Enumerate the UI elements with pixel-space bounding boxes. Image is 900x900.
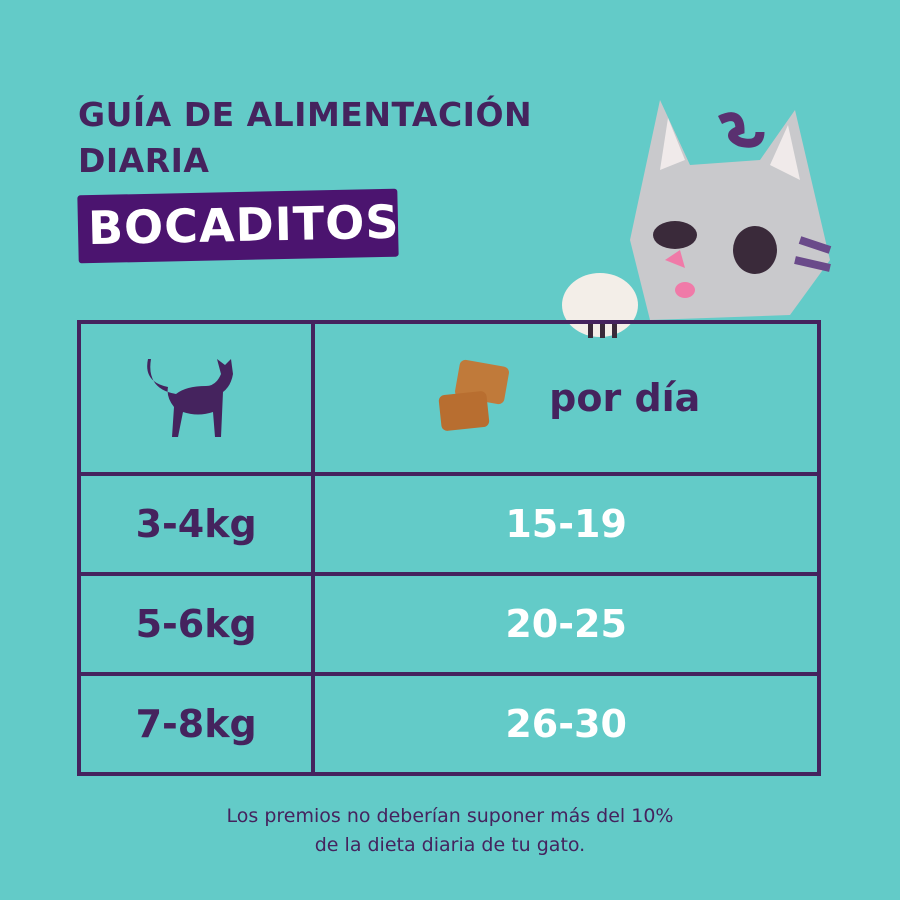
treats-cell: 26-30: [311, 672, 821, 776]
table-row: 7-8kg 26-30: [76, 672, 821, 776]
weight-cell: 7-8kg: [76, 672, 316, 776]
table-row: 3-4kg 15-19: [76, 472, 821, 576]
per-day-label: por día: [549, 376, 701, 420]
treats-column-header: por día: [311, 320, 821, 476]
badge-label: BOCADITOS: [87, 194, 400, 256]
table-row: 5-6kg 20-25: [76, 572, 821, 676]
weight-column-header: [76, 320, 316, 476]
product-badge: BOCADITOS: [77, 188, 400, 264]
footnote-line-2: de la dieta diaria de tu gato.: [314, 834, 586, 856]
weight-cell: 5-6kg: [76, 572, 316, 676]
treats-cell: 15-19: [311, 472, 821, 576]
feeding-table: por día 3-4kg 15-19 5-6kg 20-25 7-8kg 26-30: [76, 320, 821, 776]
footnote: Los premios no deberían suponer más del …: [0, 802, 900, 860]
page-title: GUÍA DE ALIMENTACIÓN DIARIA: [78, 92, 532, 184]
footnote-line-1: Los premios no deberían suponer más del …: [226, 805, 674, 827]
treats-cell: 20-25: [311, 572, 821, 676]
weight-cell: 3-4kg: [76, 472, 316, 576]
cat-silhouette-icon: [147, 358, 234, 437]
title-line-1: GUÍA DE ALIMENTACIÓN: [78, 95, 533, 134]
treat-icon: [438, 359, 509, 431]
cat-illustration: [562, 100, 832, 338]
title-line-2: DIARIA: [78, 141, 210, 180]
table-header-row: por día: [76, 320, 821, 476]
